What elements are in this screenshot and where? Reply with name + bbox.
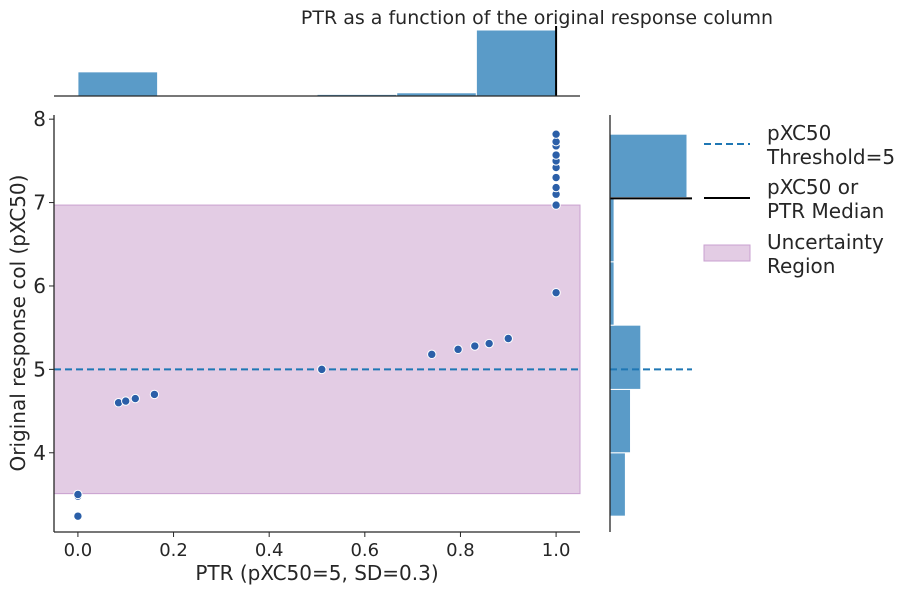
scatter-point	[484, 338, 494, 349]
scatter-point	[551, 150, 561, 160]
scatter-point	[551, 287, 561, 298]
right-histogram	[609, 133, 692, 517]
legend-label: Uncertainty Region	[767, 230, 884, 278]
scatter-point	[551, 129, 561, 139]
x-ticks: 0.0 0.2 0.4 0.6 0.8 1.0	[64, 532, 571, 561]
right-hist-bar	[609, 388, 632, 454]
scatter-point	[149, 389, 160, 400]
x-tick-label: 1.0	[542, 540, 571, 561]
top-hist-bar	[475, 29, 557, 97]
y-tick-label: 5	[33, 357, 46, 381]
scatter-point	[503, 333, 513, 344]
y-tick-label: 4	[33, 441, 46, 465]
x-axis-label: PTR (pXC50=5, SD=0.3)	[195, 561, 438, 585]
scatter-point	[73, 511, 83, 521]
y-tick-label: 7	[33, 191, 46, 215]
scatter-point	[427, 349, 437, 360]
main-plot	[53, 129, 581, 521]
scatter-point	[551, 172, 561, 183]
y-ticks: 4 5 6 7 8	[33, 107, 54, 465]
right-hist-bar	[609, 133, 688, 199]
x-tick-label: 0.4	[255, 540, 284, 561]
scatter-point	[551, 200, 561, 210]
uncertainty-region	[53, 204, 581, 495]
top-hist-bar	[77, 71, 159, 97]
legend-label: pXC50 or PTR Median	[767, 175, 884, 223]
legend: pXC50 Threshold=5 pXC50 or PTR Median Uncert…	[703, 121, 895, 278]
scatter-point	[551, 182, 561, 193]
y-tick-label: 6	[33, 274, 46, 298]
x-tick-label: 0.0	[64, 540, 93, 561]
scatter-point	[121, 396, 131, 406]
legend-uncertainty-swatch	[703, 244, 751, 262]
right-hist-bar	[609, 324, 642, 390]
scatter-point	[453, 344, 463, 355]
scatter-point	[317, 364, 327, 375]
x-tick-label: 0.8	[446, 540, 475, 561]
top-histogram	[77, 26, 558, 97]
scatter-point	[470, 341, 480, 351]
y-axis-label: Original response col (pXC50)	[6, 175, 30, 472]
right-hist-bar	[609, 452, 626, 517]
x-tick-label: 0.6	[350, 540, 379, 561]
x-tick-label: 0.2	[159, 540, 188, 561]
chart-title: PTR as a function of the original respon…	[301, 7, 773, 29]
y-tick-label: 8	[33, 107, 46, 131]
legend-label: pXC50 Threshold=5	[766, 121, 895, 169]
scatter-point	[73, 489, 83, 500]
scatter-point	[130, 393, 140, 404]
